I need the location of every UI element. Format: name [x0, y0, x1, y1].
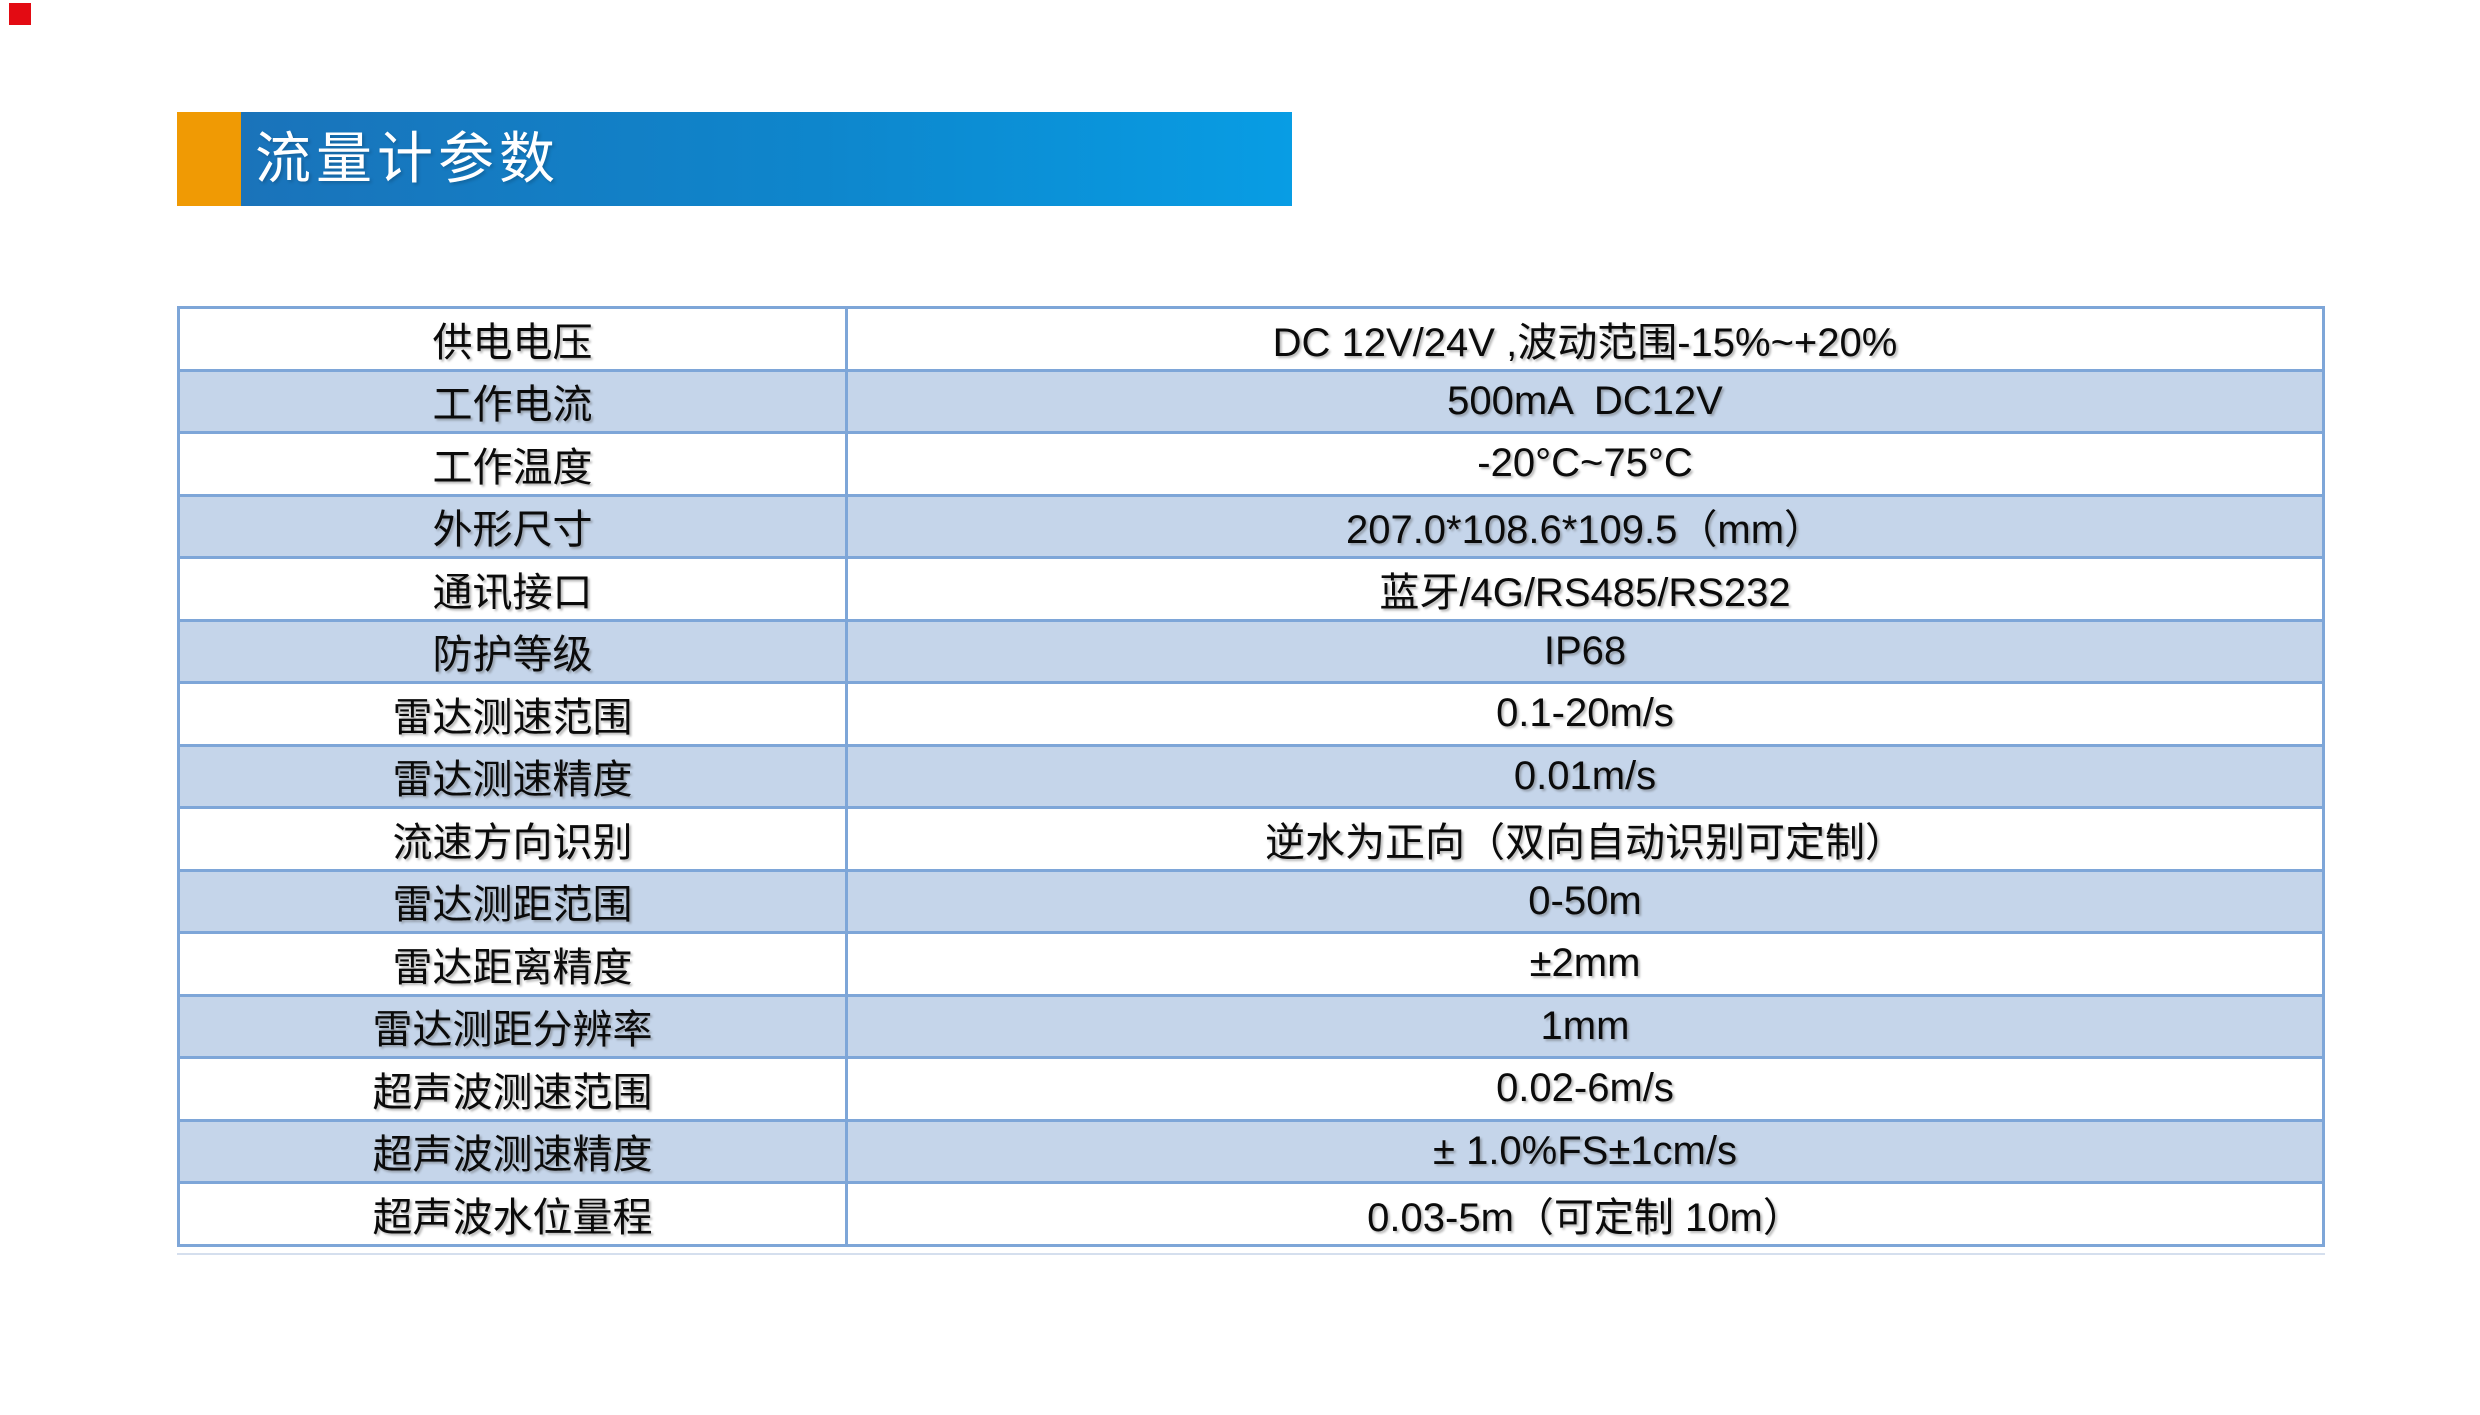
banner-gradient-bar: 流量计参数	[241, 112, 1292, 206]
table-row: 超声波水位量程 0.03-5m（可定制 10m）	[177, 1181, 2325, 1247]
table-row: 工作电流 500mA DC12V	[177, 368, 2325, 434]
table-row: 供电电压 DC 12V/24V ,波动范围-15%~+20%	[177, 306, 2325, 372]
parameters-table: 供电电压 DC 12V/24V ,波动范围-15%~+20% 工作电流 500m…	[177, 306, 2325, 1247]
param-label: 流速方向识别	[177, 806, 848, 872]
param-value: 逆水为正向（双向自动识别可定制）	[845, 806, 2325, 872]
param-value: 0.01m/s	[845, 743, 2325, 809]
param-label: 外形尺寸	[177, 493, 848, 559]
param-label: 超声波测速精度	[177, 1118, 848, 1184]
table-row: 雷达测距分辨率 1mm	[177, 993, 2325, 1059]
param-label: 雷达测速范围	[177, 681, 848, 747]
param-value: IP68	[845, 618, 2325, 684]
param-value: 500mA DC12V	[845, 368, 2325, 434]
param-value: 0.03-5m（可定制 10m）	[845, 1181, 2325, 1247]
param-label: 超声波水位量程	[177, 1181, 848, 1247]
param-label: 供电电压	[177, 306, 848, 372]
param-value: -20°C~75°C	[845, 431, 2325, 497]
param-value: 0.1-20m/s	[845, 681, 2325, 747]
param-value: 1mm	[845, 993, 2325, 1059]
table-row: 外形尺寸 207.0*108.6*109.5（mm）	[177, 493, 2325, 559]
table-row: 雷达测距范围 0-50m	[177, 868, 2325, 934]
param-label: 雷达测距范围	[177, 868, 848, 934]
param-value: 0-50m	[845, 868, 2325, 934]
param-value: 0.02-6m/s	[845, 1056, 2325, 1122]
page-title: 流量计参数	[255, 127, 560, 190]
table-row: 超声波测速精度 ± 1.0%FS±1cm/s	[177, 1118, 2325, 1184]
param-label: 超声波测速范围	[177, 1056, 848, 1122]
table-row: 通讯接口 蓝牙/4G/RS485/RS232	[177, 556, 2325, 622]
parameters-table-container: 供电电压 DC 12V/24V ,波动范围-15%~+20% 工作电流 500m…	[177, 306, 2325, 1247]
table-row: 工作温度 -20°C~75°C	[177, 431, 2325, 497]
table-row: 流速方向识别 逆水为正向（双向自动识别可定制）	[177, 806, 2325, 872]
param-value: DC 12V/24V ,波动范围-15%~+20%	[845, 306, 2325, 372]
param-value: ± 1.0%FS±1cm/s	[845, 1118, 2325, 1184]
corner-red-mark	[9, 3, 31, 25]
param-label: 雷达测距分辨率	[177, 993, 848, 1059]
param-label: 工作电流	[177, 368, 848, 434]
table-row: 雷达测速范围 0.1-20m/s	[177, 681, 2325, 747]
table-row: 雷达测速精度 0.01m/s	[177, 743, 2325, 809]
param-value: 蓝牙/4G/RS485/RS232	[845, 556, 2325, 622]
table-bottom-shadow-line	[177, 1253, 2325, 1255]
table-row: 雷达距离精度 ±2mm	[177, 931, 2325, 997]
param-label: 雷达测速精度	[177, 743, 848, 809]
param-value: 207.0*108.6*109.5（mm）	[845, 493, 2325, 559]
param-label: 雷达距离精度	[177, 931, 848, 997]
param-label: 工作温度	[177, 431, 848, 497]
section-banner: 流量计参数	[177, 112, 1292, 206]
param-value: ±2mm	[845, 931, 2325, 997]
table-row: 防护等级 IP68	[177, 618, 2325, 684]
banner-accent-block	[177, 112, 241, 206]
param-label: 防护等级	[177, 618, 848, 684]
param-label: 通讯接口	[177, 556, 848, 622]
table-row: 超声波测速范围 0.02-6m/s	[177, 1056, 2325, 1122]
